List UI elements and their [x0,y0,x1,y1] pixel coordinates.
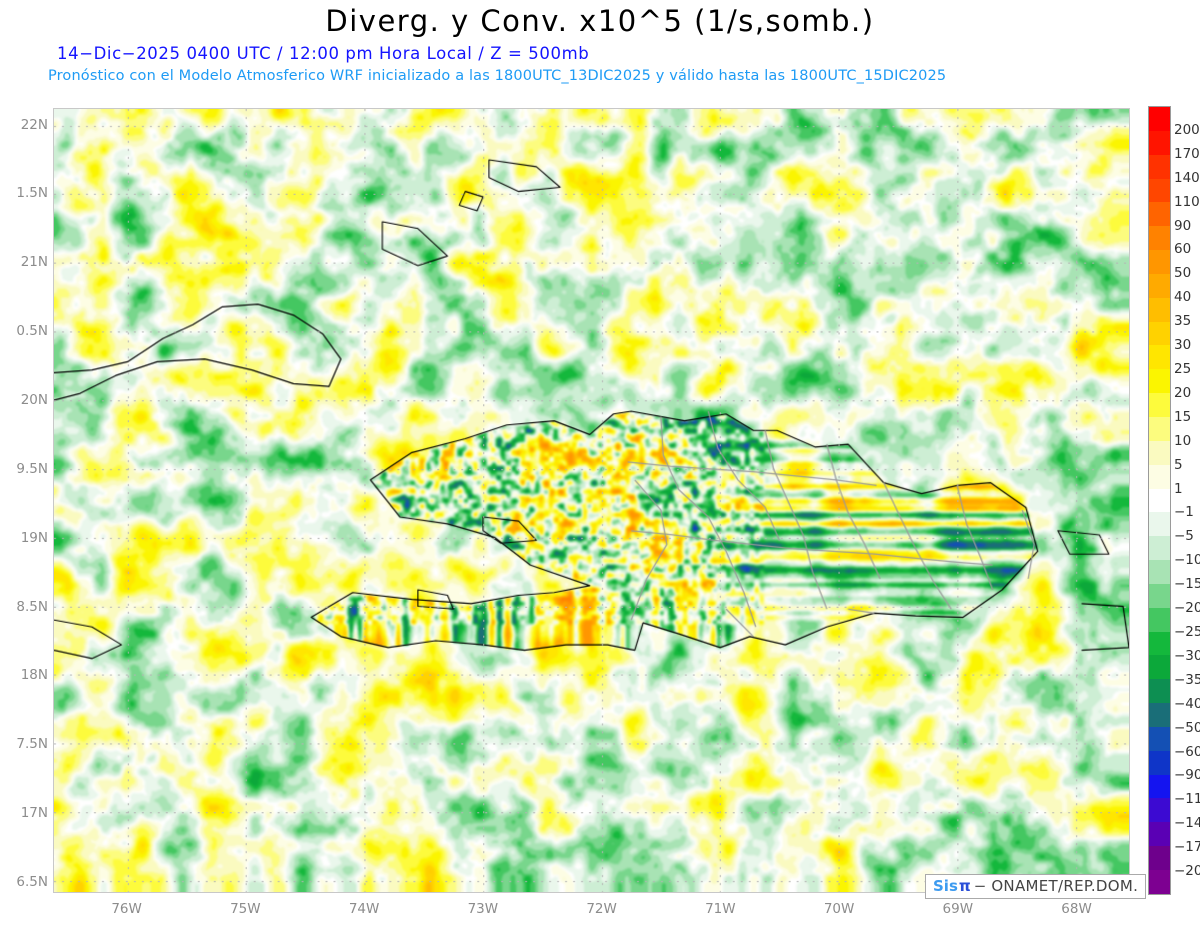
forecast-time-subtitle: 14−Dic−2025 0400 UTC / 12:00 pm Hora Loc… [57,44,590,63]
colorbar-segment-5 [1149,226,1170,251]
colorbar-label-minus35: −35 [1174,671,1200,688]
colorbar-segment-17 [1149,512,1170,537]
lat-lon-gridlines [54,109,1129,892]
colorbar-label-200: 200 [1174,121,1200,138]
colorbar-segment-9 [1149,321,1170,346]
colorbar-label-35: 35 [1174,313,1192,330]
model-init-subtitle: Pronóstico con el Modelo Atmosferico WRF… [48,68,947,84]
colorbar-label-minus140: −140 [1174,815,1200,832]
colorbar-segment-10 [1149,345,1170,370]
colorbar-label-30: 30 [1174,337,1192,354]
colorbar-tick-labels: 200 170 140 110 90 60 50 40 35 30 25 20 15 10 5 1 −1 −5 −1… [1174,106,1200,895]
colorbar-label-minus25: −25 [1174,624,1200,640]
y-tick-17N: 17N [20,805,48,822]
colorbar-segment-12 [1149,393,1170,417]
colorbar-segment-28 [1149,774,1170,799]
colorbar-segment-23 [1149,655,1170,680]
colorbar-segment-16 [1149,488,1170,513]
y-tick-0.5N: 0.5N [16,323,48,340]
colorbar-label-minus1: −1 [1174,504,1194,521]
colorbar-label-10: 10 [1174,432,1192,449]
logo-organization: ONAMET/REP.DOM. [991,877,1139,895]
map-plot-area[interactable] [53,108,1130,893]
attribution-logo: Sis π − ONAMET/REP.DOM. [925,874,1147,899]
x-tick-73W: 73W [467,901,499,917]
colorbar-segment-31 [1149,846,1170,870]
colorbar-segment-29 [1149,798,1170,823]
colorbar-label-minus90: −90 [1174,767,1200,784]
colorbar-label-minus50: −50 [1174,719,1200,736]
colorbar-label-minus40: −40 [1174,695,1200,712]
colorbar-segment-30 [1149,822,1170,847]
colorbar[interactable] [1148,106,1171,895]
colorbar-segment-26 [1149,726,1170,751]
x-tick-71W: 71W [705,901,736,917]
colorbar-label-50: 50 [1174,265,1192,282]
colorbar-label-40: 40 [1174,289,1192,306]
colorbar-segment-7 [1149,273,1170,298]
colorbar-label-minus110: −110 [1174,791,1200,808]
colorbar-label-minus10: −10 [1174,552,1200,569]
x-tick-76W: 76W [111,901,142,917]
colorbar-label-20: 20 [1174,384,1192,401]
colorbar-label-minus5: −5 [1174,528,1194,545]
x-tick-68W: 68W [1061,901,1092,917]
colorbar-segment-24 [1149,679,1170,704]
colorbar-label-minus200: −200 [1174,863,1200,880]
y-tick-20N: 20N [20,391,48,408]
colorbar-segment-20 [1149,583,1170,608]
colorbar-segment-2 [1149,154,1170,179]
y-tick-1.5N: 1.5N [16,185,48,202]
colorbar-segment-22 [1149,631,1170,656]
colorbar-label-90: 90 [1174,217,1192,234]
colorbar-segment-25 [1149,703,1170,727]
colorbar-segment-14 [1149,440,1170,465]
colorbar-segment-21 [1149,607,1170,632]
x-tick-75W: 75W [230,901,261,917]
colorbar-label-15: 15 [1174,408,1192,425]
colorbar-segment-0 [1149,107,1170,131]
colorbar-segment-32 [1149,870,1170,894]
colorbar-segment-3 [1149,178,1170,203]
y-tick-7.5N: 7.5N [16,736,48,753]
logo-pi-icon: π [958,877,971,895]
logo-dash: − [973,877,987,895]
colorbar-label-minus60: −60 [1174,743,1200,760]
colorbar-segment-1 [1149,130,1170,155]
y-tick-21N: 21N [20,254,48,271]
x-tick-69W: 69W [942,901,974,917]
y-tick-19N: 19N [20,529,48,546]
y-tick-8.5N: 8.5N [16,598,48,615]
y-tick-22N: 22N [20,116,48,133]
colorbar-label-minus30: −30 [1174,647,1200,664]
colorbar-segment-27 [1149,750,1170,775]
colorbar-segment-4 [1149,202,1170,227]
logo-sis-text: Sis [933,877,958,895]
y-tick-6.5N: 6.5N [16,873,48,890]
colorbar-segment-15 [1149,464,1170,489]
x-tick-72W: 72W [586,901,617,917]
colorbar-segment-13 [1149,416,1170,441]
colorbar-label-170: 170 [1174,145,1200,162]
x-tick-70W: 70W [823,901,855,917]
colorbar-label-60: 60 [1174,241,1192,258]
colorbar-label-110: 110 [1174,193,1200,210]
y-tick-9.5N: 9.5N [16,460,48,477]
colorbar-label-140: 140 [1174,169,1200,186]
colorbar-segment-6 [1149,250,1170,274]
colorbar-label-1: 1 [1174,480,1183,497]
x-tick-74W: 74W [348,901,380,917]
colorbar-label-minus170: −170 [1174,839,1200,856]
colorbar-label-minus15: −15 [1174,576,1200,593]
colorbar-label-minus20: −20 [1174,600,1200,617]
colorbar-segment-18 [1149,536,1170,561]
y-tick-18N: 18N [20,667,48,684]
colorbar-label-25: 25 [1174,361,1192,377]
colorbar-segment-11 [1149,369,1170,394]
page-title: Diverg. y Conv. x10^5 (1/s,somb.) [325,4,875,38]
colorbar-segment-8 [1149,297,1170,322]
colorbar-segment-19 [1149,560,1170,584]
colorbar-label-5: 5 [1174,456,1183,473]
